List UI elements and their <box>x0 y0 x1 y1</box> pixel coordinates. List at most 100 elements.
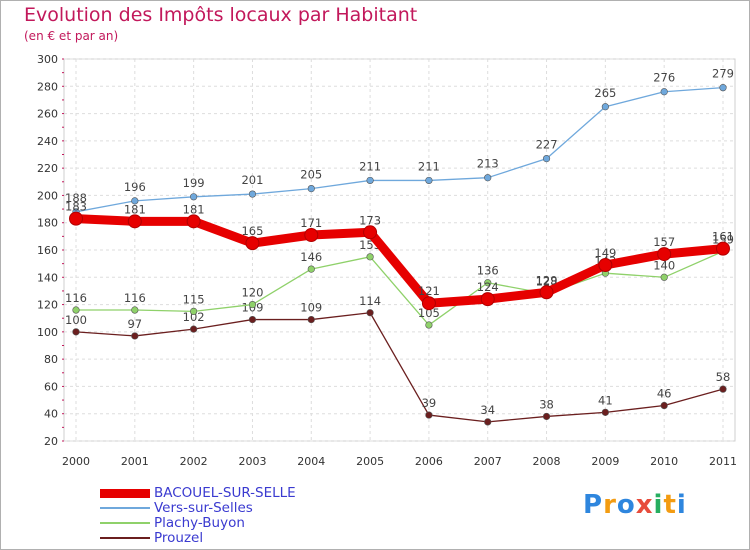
data-point <box>248 300 257 309</box>
chart-subtitle: (en € et par an) <box>24 29 119 43</box>
data-label: 279 <box>712 67 734 81</box>
series-line <box>75 87 724 213</box>
legend-swatch <box>100 488 150 498</box>
x-tick-label: 2005 <box>356 455 384 468</box>
logo-letter: r <box>603 490 617 520</box>
data-label: 136 <box>477 264 499 278</box>
data-label: 140 <box>653 258 675 272</box>
data-point <box>307 315 315 324</box>
data-label: 105 <box>418 306 440 320</box>
data-label: 211 <box>359 159 381 173</box>
legend-swatch <box>100 537 150 539</box>
data-point <box>484 174 492 182</box>
data-point <box>304 227 319 242</box>
data-label: 34 <box>480 403 495 417</box>
series-line <box>75 250 724 326</box>
y-tick-label: 220 <box>37 162 58 175</box>
y-tick-label: 40 <box>44 408 58 421</box>
series-prouzel: 10097102109109114393438414658 <box>65 294 731 426</box>
legend-label: Plachy-Buyon <box>154 515 245 531</box>
y-tick-label: 160 <box>37 244 58 257</box>
data-label: 129 <box>536 273 558 287</box>
y-tick-label: 60 <box>44 380 58 393</box>
data-label: 109 <box>300 301 322 315</box>
data-label: 149 <box>594 246 616 260</box>
data-label: 276 <box>653 71 675 85</box>
data-label: 157 <box>653 235 675 249</box>
data-point <box>719 84 727 92</box>
data-point <box>72 328 80 336</box>
y-tick-label: 260 <box>37 108 58 121</box>
brand-logo: Proxiti <box>583 490 687 520</box>
data-label: 58 <box>716 370 731 384</box>
data-point <box>72 306 80 314</box>
data-point <box>484 279 492 287</box>
y-tick-label: 100 <box>37 326 58 339</box>
data-point <box>248 190 257 198</box>
legend-swatch <box>100 507 150 509</box>
data-label: 199 <box>183 176 205 190</box>
data-point <box>248 315 257 324</box>
data-point <box>363 225 378 240</box>
data-point <box>127 214 142 229</box>
data-label: 116 <box>65 291 87 305</box>
data-label: 102 <box>183 310 205 324</box>
data-label: 115 <box>183 292 205 306</box>
data-point <box>425 176 433 185</box>
data-point <box>601 408 609 416</box>
y-tick-label: 300 <box>37 53 58 66</box>
legend-label: Vers-sur-Selles <box>154 500 253 516</box>
y-tick-label: 80 <box>44 353 58 366</box>
data-label: 41 <box>598 393 613 407</box>
data-point <box>716 241 730 256</box>
data-point <box>601 103 609 111</box>
logo-letter: x <box>635 490 654 520</box>
data-label: 97 <box>127 317 142 331</box>
data-point <box>366 309 374 317</box>
data-point <box>480 292 495 307</box>
data-label: 121 <box>418 284 440 298</box>
data-label: 227 <box>536 138 558 152</box>
data-point <box>69 211 83 226</box>
logo-letter: i <box>676 490 687 520</box>
series-bacouel-sur-selle: 183 181 181 165 171 173 121 124 129 149 157 161 <box>65 200 734 311</box>
data-point <box>131 306 139 314</box>
y-tick-label: 200 <box>37 189 58 202</box>
x-tick-label: 2002 <box>180 455 208 468</box>
data-point <box>660 88 668 96</box>
logo-letter: t <box>663 490 677 520</box>
logo-letter: o <box>616 490 636 520</box>
data-label: 100 <box>65 313 87 327</box>
chart-title: Evolution des Impôts locaux par Habitant <box>24 4 418 26</box>
y-tick-label: 180 <box>37 217 58 230</box>
data-label: 114 <box>359 294 381 308</box>
data-point <box>131 197 139 205</box>
y-tick-label: 120 <box>37 299 58 312</box>
data-label: 211 <box>418 159 440 173</box>
legend-label: BACOUEL-SUR-SELLE <box>154 485 296 501</box>
logo-letter: i <box>653 490 664 520</box>
x-tick-label: 2009 <box>591 455 619 468</box>
data-label: 161 <box>712 230 734 244</box>
data-label: 188 <box>65 191 87 205</box>
data-point <box>245 236 260 251</box>
x-tick-label: 2003 <box>238 455 266 468</box>
data-label: 159 <box>712 232 734 246</box>
x-tick-label: 2007 <box>474 455 502 468</box>
data-point <box>539 285 554 300</box>
x-tick-label: 2010 <box>650 455 678 468</box>
data-label: 39 <box>422 396 437 410</box>
data-point <box>366 176 374 185</box>
data-label: 173 <box>359 213 381 227</box>
data-point <box>719 385 727 393</box>
data-label: 205 <box>300 168 322 182</box>
data-label: 116 <box>124 291 146 305</box>
x-tick-label: 2006 <box>415 455 443 468</box>
data-point <box>657 247 672 262</box>
data-point <box>190 325 198 333</box>
data-label: 165 <box>241 224 263 238</box>
data-point <box>484 418 492 426</box>
series-line <box>71 214 728 308</box>
series-line <box>75 312 724 423</box>
